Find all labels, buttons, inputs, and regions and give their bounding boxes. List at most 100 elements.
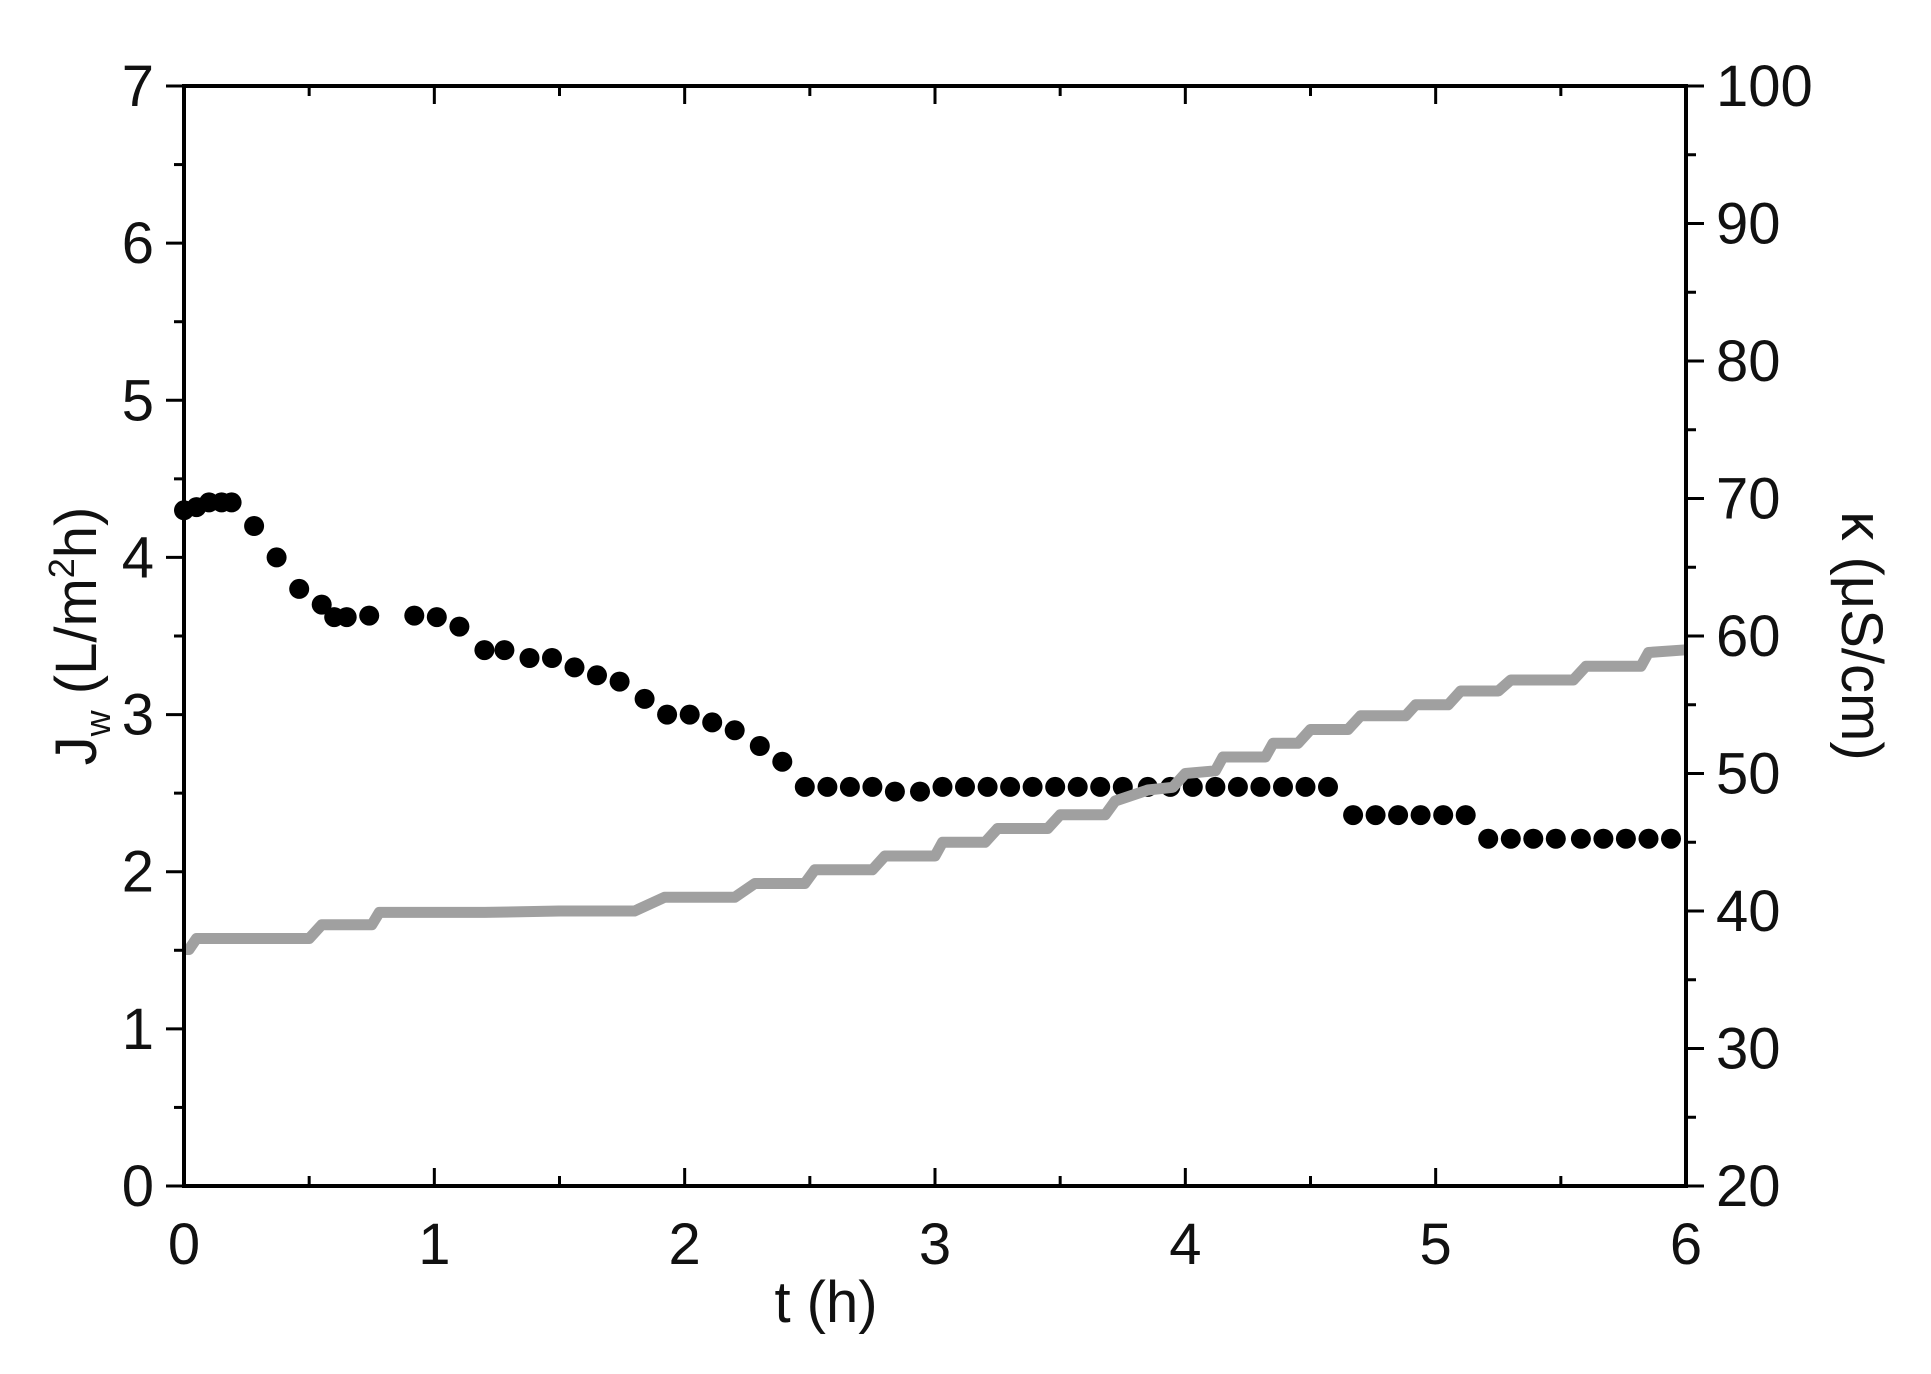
y-right-tick-label-6: 80 xyxy=(1716,329,1781,394)
flux-point-38 xyxy=(1000,776,1021,797)
flux-point-23 xyxy=(657,704,678,725)
flux-point-4 xyxy=(221,492,242,513)
flux-point-8 xyxy=(311,594,332,615)
flux-point-10 xyxy=(336,607,357,628)
y-right-tick-labels: 20 30 40 50 60 70 80 90 100 xyxy=(1716,54,1813,1219)
y-right-tick-label-8: 100 xyxy=(1716,54,1813,119)
y-left-axis-title-sub: w xyxy=(77,709,118,737)
flux-point-12 xyxy=(404,605,425,626)
flux-point-53 xyxy=(1343,805,1364,826)
flux-point-34 xyxy=(910,781,930,802)
flux-point-29 xyxy=(794,776,815,797)
flux-point-17 xyxy=(519,648,540,668)
flux-point-52 xyxy=(1318,776,1338,797)
flux-point-18 xyxy=(542,648,562,668)
flux-point-27 xyxy=(749,736,770,756)
flux-point-39 xyxy=(1022,776,1043,797)
flux-point-32 xyxy=(862,776,883,797)
y-left-axis-title-pre: (L/m xyxy=(44,578,109,710)
flux-point-50 xyxy=(1273,776,1293,797)
flux-point-20 xyxy=(587,665,607,686)
flux-point-37 xyxy=(977,776,998,797)
flux-point-46 xyxy=(1182,776,1203,797)
y-right-tick-label-7: 90 xyxy=(1716,192,1781,257)
flux-point-16 xyxy=(494,640,515,661)
flux-point-21 xyxy=(609,671,630,692)
y-right-tick-label-0: 20 xyxy=(1716,1154,1781,1219)
y-right-tick-label-4: 60 xyxy=(1716,604,1781,669)
flux-point-55 xyxy=(1388,805,1409,826)
flux-point-48 xyxy=(1227,776,1248,797)
flux-point-51 xyxy=(1295,776,1316,797)
flux-point-30 xyxy=(817,776,838,797)
flux-point-62 xyxy=(1545,828,1566,849)
y-right-tick-label-5: 70 xyxy=(1716,467,1781,532)
x-tick-labels: 0 1 2 3 4 5 6 xyxy=(168,1212,1702,1277)
conductivity-line xyxy=(183,644,1687,955)
flux-point-41 xyxy=(1067,776,1088,797)
x-tick-label-6: 6 xyxy=(1670,1212,1702,1277)
flux-point-26 xyxy=(724,720,745,741)
flux-point-54 xyxy=(1365,805,1386,826)
y-right-tick-label-3: 50 xyxy=(1716,742,1781,807)
flux-point-33 xyxy=(884,781,905,802)
flux-point-5 xyxy=(244,516,265,536)
flux-point-66 xyxy=(1638,828,1659,849)
flux-point-13 xyxy=(426,607,447,628)
flux-point-7 xyxy=(289,578,310,599)
y-left-tick-label-6: 6 xyxy=(122,211,154,276)
y-left-tick-label-2: 2 xyxy=(122,840,154,905)
y-left-tick-label-4: 4 xyxy=(122,525,154,590)
flux-point-65 xyxy=(1615,828,1636,849)
flux-point-63 xyxy=(1570,828,1591,849)
tick-marks xyxy=(166,84,1704,1188)
y-left-tick-labels: 0 1 2 3 4 5 6 7 xyxy=(122,54,154,1219)
flux-point-40 xyxy=(1045,776,1066,797)
flux-point-22 xyxy=(634,688,655,709)
flux-point-28 xyxy=(772,751,793,772)
y-right-tick-label-2: 40 xyxy=(1716,879,1781,944)
x-tick-label-1: 1 xyxy=(418,1212,450,1277)
y-right-tick-label-1: 30 xyxy=(1716,1017,1781,1082)
x-tick-label-2: 2 xyxy=(669,1212,701,1277)
flux-point-14 xyxy=(449,616,470,637)
x-tick-label-0: 0 xyxy=(168,1212,200,1277)
y-left-tick-label-7: 7 xyxy=(122,54,154,119)
flux-point-57 xyxy=(1433,805,1454,826)
flux-point-67 xyxy=(1661,828,1681,849)
flux-point-35 xyxy=(932,776,953,797)
flux-point-60 xyxy=(1500,828,1521,849)
y-left-axis-title: Jw (L/m2h) xyxy=(41,507,118,766)
flux-point-19 xyxy=(564,657,585,678)
y-left-tick-label-1: 1 xyxy=(122,997,154,1062)
plot-area xyxy=(184,86,1686,1186)
flux-point-11 xyxy=(359,605,380,626)
flux-point-25 xyxy=(702,712,723,733)
flux-point-24 xyxy=(679,704,700,725)
y-left-tick-label-5: 5 xyxy=(122,368,154,433)
x-axis-title: t (h) xyxy=(774,1270,877,1335)
series-layer xyxy=(174,492,1687,955)
y-left-axis-title-sup: 2 xyxy=(41,558,82,578)
flux-point-36 xyxy=(955,776,975,797)
flux-point-42 xyxy=(1090,776,1111,797)
x-tick-label-3: 3 xyxy=(919,1212,951,1277)
flux-point-58 xyxy=(1455,805,1476,826)
flux-point-61 xyxy=(1523,828,1544,849)
y-left-axis-title-post: h) xyxy=(44,507,109,559)
flux-point-15 xyxy=(474,640,495,661)
flux-point-64 xyxy=(1593,828,1614,849)
flux-point-31 xyxy=(839,776,860,797)
flux-point-6 xyxy=(266,547,287,568)
y-left-tick-label-0: 0 xyxy=(122,1154,154,1219)
x-tick-label-5: 5 xyxy=(1420,1212,1452,1277)
y-left-axis-title-main: J xyxy=(44,736,109,765)
y-left-tick-label-3: 3 xyxy=(122,683,154,748)
y-right-axis-title: κ (μS/cm) xyxy=(1829,511,1894,760)
flux-point-59 xyxy=(1478,828,1499,849)
flux-point-47 xyxy=(1205,776,1226,797)
flux-point-49 xyxy=(1250,776,1271,797)
flux-point-56 xyxy=(1410,805,1431,826)
x-tick-label-4: 4 xyxy=(1169,1212,1201,1277)
